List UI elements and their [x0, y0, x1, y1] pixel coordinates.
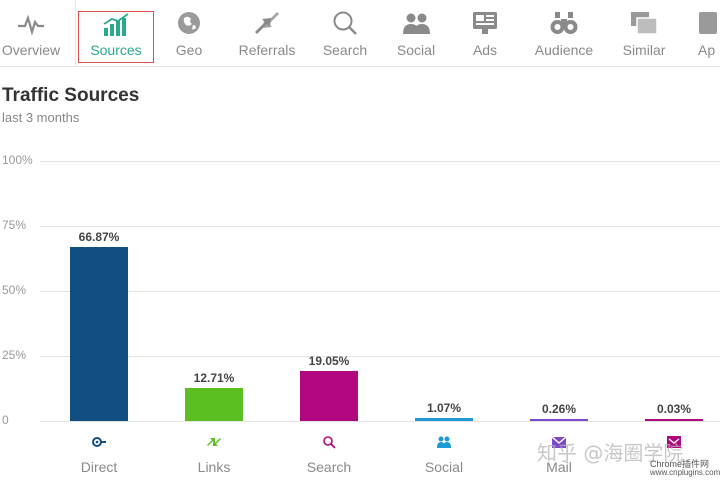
watermark-zhihu: 知乎 @海圈学院 — [537, 441, 684, 465]
binoculars-icon — [550, 12, 578, 34]
bar-trend-icon — [103, 13, 129, 36]
gridline — [40, 161, 720, 162]
bar-value-label: 66.87% — [78, 230, 120, 245]
ad-icon — [473, 12, 497, 34]
bar-value-label: 12.71% — [193, 370, 235, 385]
gridline — [40, 291, 720, 292]
traffic-sources-chart: 100% 75% 50% 25% 0 66.87% Direct 12.71% Links 19.… — [0, 150, 720, 481]
y-tick-label: 100% — [2, 153, 33, 167]
top-nav: Overview Sources Geo Referrals S — [0, 0, 720, 67]
tab-audience-label: Audience — [534, 42, 594, 58]
page-subtitle: last 3 months — [2, 110, 80, 125]
globe-icon — [178, 12, 200, 34]
tab-referrals[interactable]: Referrals — [226, 0, 308, 66]
gridline — [40, 226, 720, 227]
pulse-icon — [18, 14, 44, 36]
tab-sources-label: Sources — [90, 42, 142, 58]
y-tick-label: 0 — [2, 413, 9, 427]
tab-apps[interactable]: Ap — [690, 0, 720, 66]
tab-ads-label: Ads — [472, 42, 498, 58]
social-icon — [436, 435, 452, 449]
direct-icon — [91, 435, 107, 449]
tab-search-label: Search — [322, 42, 368, 58]
category-label: Search — [306, 459, 352, 475]
bar-mail[interactable] — [530, 419, 588, 421]
tab-social[interactable]: Social — [386, 0, 446, 66]
page-title: Traffic Sources — [2, 85, 140, 106]
bar-links[interactable] — [185, 387, 243, 421]
gridline — [40, 356, 720, 357]
tab-similar[interactable]: Similar — [612, 0, 676, 66]
tab-social-label: Social — [396, 42, 436, 58]
magnifier-icon — [333, 11, 357, 35]
tab-apps-label: Ap — [698, 42, 716, 58]
nav-separator — [75, 0, 76, 66]
y-tick-label: 75% — [2, 218, 27, 232]
category-label: Mail — [546, 459, 572, 475]
similar-icon — [631, 12, 658, 35]
tab-geo-label: Geo — [175, 42, 203, 58]
mail-icon — [551, 435, 567, 449]
people-icon — [403, 13, 430, 34]
category-label: Social — [424, 459, 464, 475]
bar-search[interactable] — [300, 371, 358, 421]
bar-value-label: 0.03% — [656, 402, 692, 416]
bar-value-label: 0.26% — [541, 402, 577, 416]
tab-referrals-label: Referrals — [238, 42, 296, 58]
category-label: Links — [197, 459, 231, 475]
bar-other[interactable] — [645, 419, 703, 421]
tab-ads[interactable]: Ads — [456, 0, 514, 66]
tab-sources[interactable]: Sources — [78, 11, 154, 63]
y-tick-label: 50% — [2, 283, 27, 297]
tab-similar-label: Similar — [622, 42, 666, 58]
bar-social[interactable] — [415, 418, 473, 421]
links-icon — [206, 435, 222, 449]
other-icon — [666, 435, 682, 449]
tab-search[interactable]: Search — [314, 0, 376, 66]
category-label: Direct — [80, 459, 118, 475]
tab-overview-label: Overview — [1, 42, 61, 58]
y-tick-label: 25% — [2, 348, 27, 362]
arrows-icon — [255, 12, 279, 34]
bar-value-label: 1.07% — [426, 401, 462, 416]
tab-overview[interactable]: Overview — [0, 0, 70, 66]
bar-value-label: 19.05% — [308, 354, 350, 369]
tab-geo[interactable]: Geo — [160, 0, 218, 66]
search-icon — [321, 435, 337, 449]
watermark-site-url: www.cnplugins.com — [650, 468, 720, 477]
bar-direct[interactable] — [70, 247, 128, 421]
apps-icon — [699, 12, 717, 34]
watermark-site-name: Chrome插件网 — [650, 459, 710, 469]
tab-audience[interactable]: Audience — [524, 0, 604, 66]
gridline — [40, 421, 720, 422]
